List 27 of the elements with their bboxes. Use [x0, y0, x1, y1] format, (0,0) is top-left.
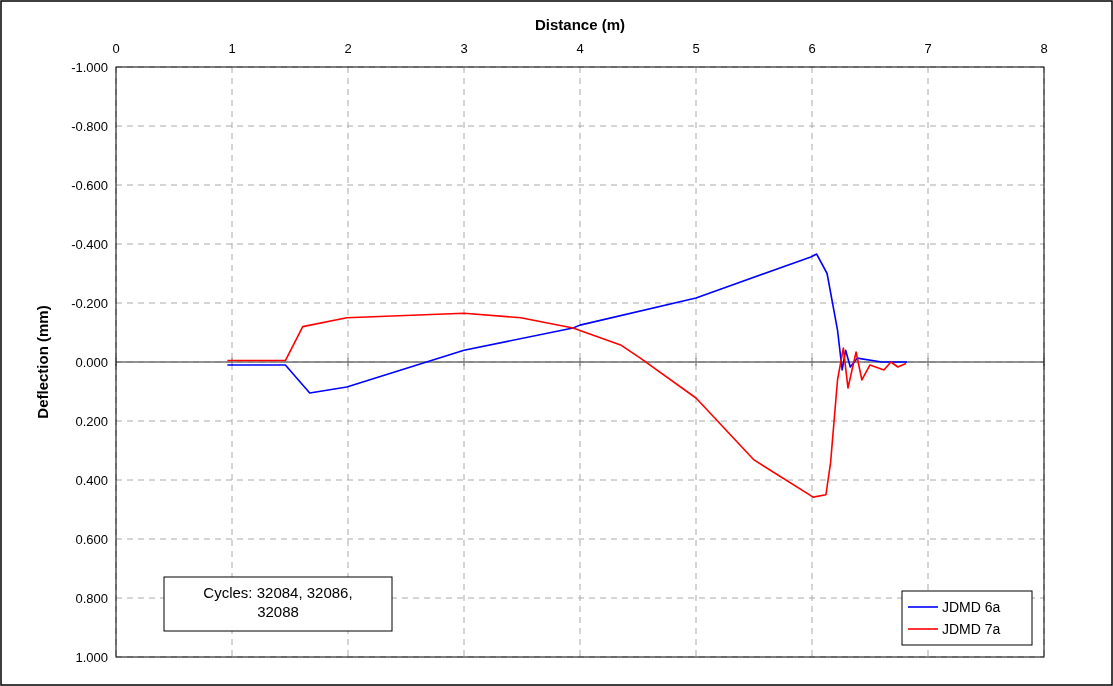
x-tick-label: 1 — [228, 41, 236, 56]
y-tick-label: 0.200 — [75, 413, 108, 429]
x-tick-label: 6 — [808, 41, 816, 56]
legend-label: JDMD 7a — [942, 621, 1001, 637]
y-tick-label: 0.000 — [75, 354, 108, 370]
x-tick-label: 2 — [344, 41, 352, 56]
y-tick-label: -0.800 — [71, 118, 108, 134]
legend-label: JDMD 6a — [942, 599, 1001, 615]
x-tick-label: 3 — [460, 41, 468, 56]
line-series — [226, 312, 907, 498]
x-tick-label: 5 — [692, 41, 700, 56]
y-axis-title: Deflection (mm) — [34, 305, 51, 419]
x-tick-label: 7 — [924, 41, 932, 56]
x-axis-title: Distance (m) — [534, 16, 626, 33]
y-tick-label: 1.000 — [75, 649, 108, 665]
y-tick-label: -0.200 — [71, 295, 108, 311]
annotation: Cycles: 32084, 32086, 32088 — [203, 584, 353, 620]
x-tick-label: 0 — [112, 41, 120, 56]
y-tick-label: 0.800 — [75, 590, 108, 606]
line-series — [226, 253, 908, 394]
x-tick-label: 4 — [576, 41, 584, 56]
y-tick-label: 0.600 — [75, 531, 108, 547]
x-tick-label: 8 — [1040, 41, 1048, 56]
y-tick-label: -0.400 — [71, 236, 108, 252]
y-tick-label: 0.400 — [75, 472, 108, 488]
y-tick-label: -1.000 — [71, 59, 108, 75]
y-tick-label: -0.600 — [71, 177, 108, 193]
